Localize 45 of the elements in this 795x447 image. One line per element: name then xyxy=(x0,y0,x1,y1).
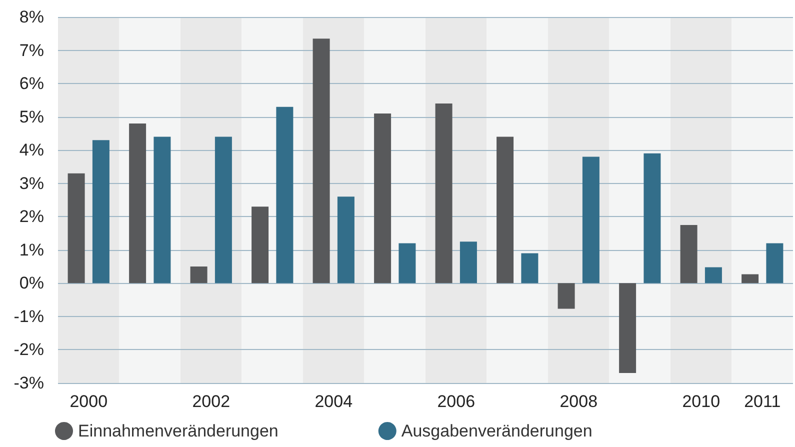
bar xyxy=(68,173,85,284)
bar xyxy=(644,153,661,284)
legend-label: Ausgabenveränderungen xyxy=(401,422,592,440)
bar xyxy=(312,38,330,284)
x-tick-label: 2008 xyxy=(560,392,598,411)
bar xyxy=(521,253,538,284)
bar xyxy=(276,106,294,284)
legend-label: Einnahmenveränderungen xyxy=(78,422,278,440)
bar xyxy=(496,136,514,284)
y-tick-label: -2% xyxy=(14,340,44,360)
bar xyxy=(680,224,698,284)
x-tick-label: 2006 xyxy=(437,392,476,411)
y-tick-label: 3% xyxy=(19,174,44,193)
bar xyxy=(558,283,575,309)
bar xyxy=(398,243,416,284)
y-tick-label: 2% xyxy=(19,207,44,226)
bar xyxy=(766,243,784,284)
y-tick-label: -1% xyxy=(14,306,44,326)
bar xyxy=(374,113,392,284)
y-tick-label: 8% xyxy=(19,8,44,26)
x-tick-label: 2010 xyxy=(682,392,720,411)
bar xyxy=(129,123,146,284)
bar xyxy=(214,136,232,284)
x-tick-label: 2011 xyxy=(744,392,781,411)
bar xyxy=(460,242,477,284)
bar xyxy=(582,156,600,284)
y-tick-label: -3% xyxy=(14,374,44,392)
bar xyxy=(337,196,354,284)
bar xyxy=(742,274,759,284)
y-tick-label: 4% xyxy=(19,140,44,160)
bar xyxy=(154,136,171,284)
bar xyxy=(704,267,722,284)
y-tick-label: 0% xyxy=(19,274,44,293)
bar xyxy=(619,283,636,374)
x-tick-label: 2002 xyxy=(192,392,230,411)
bar xyxy=(190,266,208,284)
y-tick-label: 1% xyxy=(19,240,44,260)
bar xyxy=(252,206,269,284)
bar xyxy=(92,140,110,284)
y-tick-label: 7% xyxy=(19,40,44,60)
x-tick-label: 2000 xyxy=(70,392,108,411)
bar xyxy=(435,104,452,284)
y-tick-label: 5% xyxy=(19,107,44,126)
x-tick-label: 2004 xyxy=(314,392,353,411)
y-tick-label: 6% xyxy=(19,74,44,94)
